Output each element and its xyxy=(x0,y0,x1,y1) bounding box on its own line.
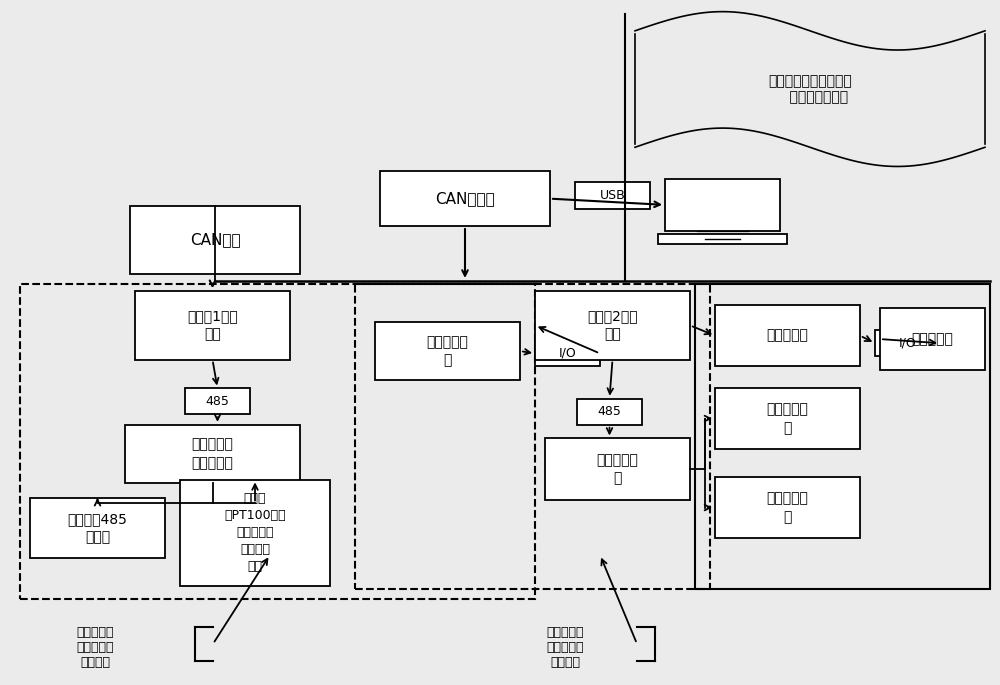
Text: 485: 485 xyxy=(598,406,621,418)
Text: 台秤、焦耳
计: 台秤、焦耳 计 xyxy=(597,453,638,486)
Text: CAN通讯卡: CAN通讯卡 xyxy=(435,191,495,206)
FancyBboxPatch shape xyxy=(535,340,600,366)
FancyBboxPatch shape xyxy=(715,477,860,538)
FancyBboxPatch shape xyxy=(125,425,300,483)
Text: USB: USB xyxy=(600,189,625,201)
FancyBboxPatch shape xyxy=(875,330,940,356)
FancyBboxPatch shape xyxy=(375,322,520,380)
Text: 温度传感器: 温度传感器 xyxy=(912,332,953,346)
FancyBboxPatch shape xyxy=(545,438,690,500)
Text: 电源、继电
器: 电源、继电 器 xyxy=(427,335,468,367)
FancyBboxPatch shape xyxy=(30,498,165,558)
FancyBboxPatch shape xyxy=(130,206,300,274)
Text: 侧控平台涉
及烘干因素
控制部分: 侧控平台涉 及烘干因素 控制部分 xyxy=(546,626,584,669)
Text: CAN总线: CAN总线 xyxy=(190,232,240,247)
FancyBboxPatch shape xyxy=(715,305,860,366)
FancyBboxPatch shape xyxy=(880,308,985,370)
Text: 下位机1（机
内）: 下位机1（机 内） xyxy=(187,309,238,342)
Text: 485: 485 xyxy=(206,395,229,408)
Text: 下位机2（机
外）: 下位机2（机 外） xyxy=(587,309,638,342)
Text: 电机、变频
器: 电机、变频 器 xyxy=(767,402,808,435)
Text: 数字量（485
信号）: 数字量（485 信号） xyxy=(68,512,127,545)
FancyBboxPatch shape xyxy=(665,179,780,231)
Text: I/O: I/O xyxy=(559,347,576,360)
FancyBboxPatch shape xyxy=(135,291,290,360)
FancyBboxPatch shape xyxy=(535,291,690,360)
Text: 模拟量
（PT100、拉
力传感器、
风量传感
器）: 模拟量 （PT100、拉 力传感器、 风量传感 器） xyxy=(224,492,286,573)
Text: 温湿度、转
速采集模块: 温湿度、转 速采集模块 xyxy=(192,438,233,470)
FancyBboxPatch shape xyxy=(575,182,650,209)
Text: 数字调压器: 数字调压器 xyxy=(767,329,808,342)
Text: 变频器、风
机: 变频器、风 机 xyxy=(767,491,808,524)
Text: I/O: I/O xyxy=(899,337,916,349)
FancyBboxPatch shape xyxy=(185,388,250,414)
FancyBboxPatch shape xyxy=(577,399,642,425)
Text: 通讯部分：存在与整个
    平台的各个环节: 通讯部分：存在与整个 平台的各个环节 xyxy=(768,74,852,104)
FancyBboxPatch shape xyxy=(180,479,330,586)
FancyBboxPatch shape xyxy=(715,388,860,449)
Text: 测控平台涉
及参数信号
采集部分: 测控平台涉 及参数信号 采集部分 xyxy=(76,626,114,669)
FancyBboxPatch shape xyxy=(658,234,787,244)
FancyBboxPatch shape xyxy=(380,171,550,226)
